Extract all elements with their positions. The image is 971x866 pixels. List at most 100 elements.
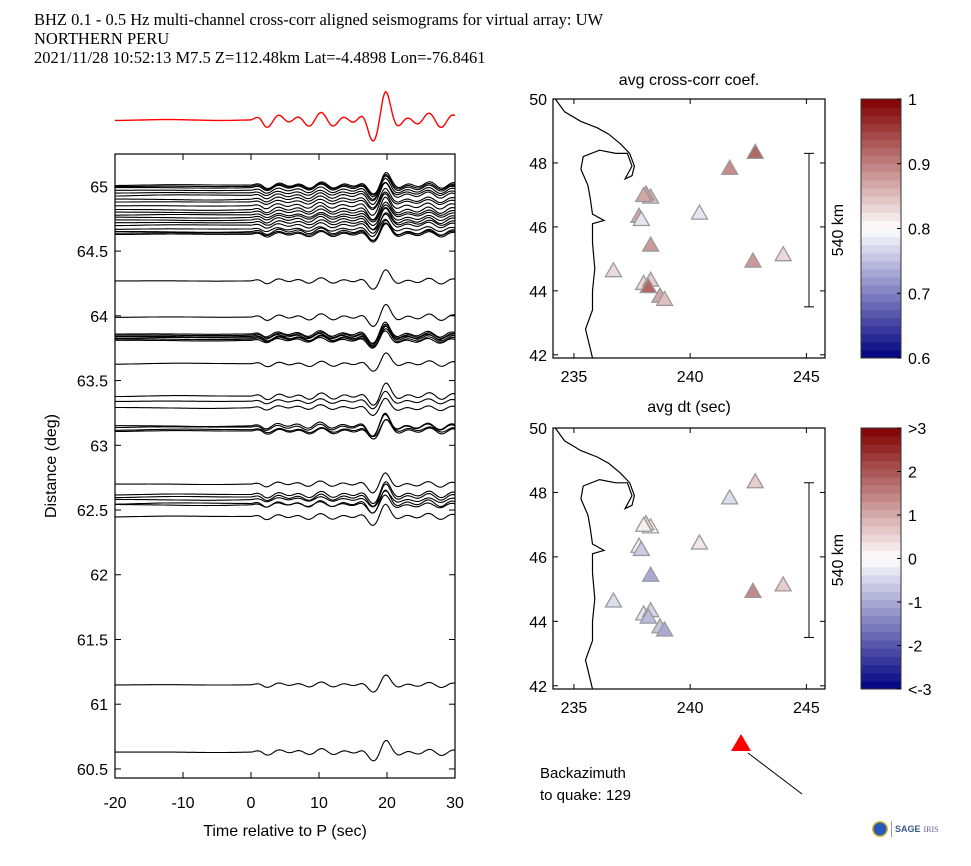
seismogram-trace	[115, 330, 456, 349]
colorbar-swatch	[861, 139, 901, 149]
x-tick-label: 240	[677, 369, 704, 386]
seismogram-trace	[115, 206, 456, 226]
station-triangle	[632, 540, 651, 557]
logo-divider	[891, 821, 892, 837]
y-tick-label: 42	[529, 348, 547, 365]
colorbar-swatch	[861, 204, 901, 213]
station-triangle	[655, 290, 674, 307]
colorbar-swatch	[861, 212, 901, 221]
colorbar-swatch	[861, 147, 901, 157]
seismogram-trace	[115, 419, 456, 438]
backazimuth-triangle-icon	[731, 734, 751, 751]
y-tick-label: 61.5	[77, 632, 108, 649]
seismogram-trace	[115, 212, 456, 231]
y-tick-label: 50	[529, 421, 547, 438]
colorbar-swatch	[861, 574, 901, 584]
y-tick-label: 50	[529, 92, 547, 109]
x-tick-label: 0	[247, 795, 256, 812]
y-tick-label: 61	[90, 697, 108, 714]
colorbar-swatch	[861, 525, 901, 535]
colorbar-swatch	[861, 325, 901, 335]
seismogram-trace	[115, 222, 456, 241]
colorbar-swatch	[861, 517, 901, 527]
seismogram-trace	[115, 218, 456, 238]
x-tick-label: 235	[561, 700, 588, 717]
colorbar-swatch	[861, 285, 901, 294]
station-triangle	[774, 575, 793, 592]
scale-bar-label: 540 km	[830, 204, 847, 256]
header-event-info: 2021/11/28 10:52:13 M7.5 Z=112.48km Lat=…	[34, 48, 486, 67]
sage-iris-logo: SAGE IRIS	[872, 821, 939, 837]
colorbar-swatch	[861, 509, 901, 519]
x-tick-label: 10	[310, 795, 328, 812]
y-tick-label: 48	[529, 485, 547, 502]
station-triangle	[632, 210, 651, 227]
y-tick-label: 62.5	[77, 503, 108, 520]
colorbar-swatch	[861, 550, 901, 559]
y-tick-label: 63.5	[77, 374, 108, 391]
station-triangle	[720, 488, 739, 505]
colorbar-swatch	[861, 460, 901, 470]
colorbar-swatch	[861, 252, 901, 262]
y-tick-label: 64	[90, 309, 108, 326]
colorbar-tick-label: -2	[908, 639, 922, 656]
colorbar-swatch	[861, 615, 901, 625]
colorbar-swatch	[861, 115, 901, 124]
station-triangle	[743, 582, 763, 598]
x-tick-label: 245	[793, 700, 820, 717]
station-triangle	[743, 251, 763, 268]
map-dt	[552, 427, 902, 690]
colorbar-tick-label: 0.9	[908, 157, 930, 174]
colorbar-swatch	[861, 599, 901, 608]
colorbar-swatch	[861, 640, 901, 649]
colorbar-swatch	[861, 493, 901, 502]
seismogram-trace	[115, 503, 456, 526]
colorbar-swatch	[861, 582, 901, 592]
colorbar-swatch	[861, 293, 901, 302]
seismogram-trace	[115, 172, 456, 195]
y-tick-label: 63	[90, 438, 108, 455]
coastline	[554, 427, 636, 690]
seismogram-trace	[115, 269, 456, 290]
colorbar-swatch	[861, 309, 901, 319]
colorbar-swatch	[861, 188, 901, 197]
seismogram-trace	[115, 323, 456, 345]
colorbar-swatch	[861, 268, 901, 278]
colorbar-swatch	[861, 236, 901, 246]
seismogram-trace	[115, 175, 456, 198]
seismogram-trace	[115, 201, 456, 221]
seismogram-trace	[114, 213, 456, 234]
colorbar-swatch	[861, 163, 901, 173]
colorbar-swatch	[861, 436, 901, 445]
seismogram-trace	[115, 204, 456, 223]
y-tick-label: 46	[529, 550, 547, 567]
y-tick-label: 64.5	[77, 244, 108, 261]
colorbar-swatch	[861, 680, 901, 690]
colorbar-tick-label: 0.7	[908, 286, 930, 303]
station-triangle	[604, 261, 623, 278]
iris-wordmark: IRIS	[923, 824, 939, 834]
colorbar-swatch	[861, 476, 901, 486]
colorbar-swatch	[861, 107, 901, 116]
y-axis-label: Distance (deg)	[43, 414, 60, 518]
seismogram-trace	[115, 193, 456, 216]
colorbar-swatch	[861, 155, 901, 165]
colorbar-swatch	[861, 260, 901, 270]
colorbar-swatch	[861, 501, 901, 511]
seismogram-trace	[115, 173, 456, 196]
backazimuth-direction-line	[747, 752, 803, 795]
station-triangle	[639, 277, 658, 294]
colorbar-tick-label: 0	[908, 552, 917, 569]
colorbar-tick-label: 1	[908, 92, 917, 109]
seismogram-trace	[115, 412, 456, 437]
colorbar-swatch	[861, 444, 901, 453]
x-axis-label: Time relative to P (sec)	[203, 823, 367, 840]
seismogram-trace	[115, 191, 456, 211]
seismogram-trace	[115, 397, 456, 416]
colorbar-tick-label: 0.8	[908, 222, 930, 239]
seismogram-trace	[115, 181, 456, 202]
colorbar-swatch	[861, 452, 901, 462]
colorbar-swatch	[861, 228, 901, 238]
seismogram-trace	[115, 196, 456, 221]
seismogram-trace	[115, 187, 456, 209]
